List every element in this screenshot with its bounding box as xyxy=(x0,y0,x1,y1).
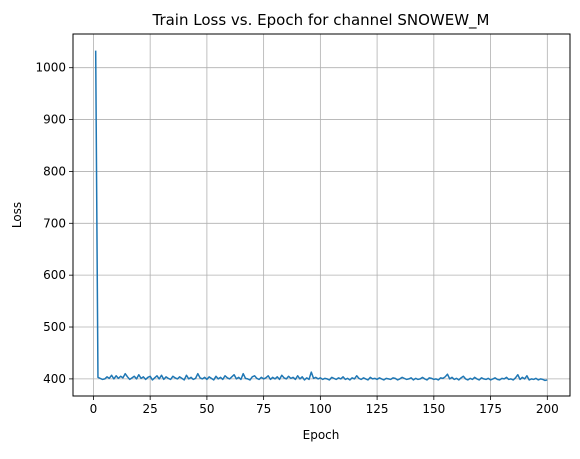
x-tick-label: 25 xyxy=(143,402,158,416)
x-tick-label: 75 xyxy=(256,402,271,416)
y-tick-label: 1000 xyxy=(35,61,66,75)
x-tick-label: 150 xyxy=(422,402,445,416)
plot-area xyxy=(73,34,570,396)
x-axis-ticks: 0 25 50 75 100 125 150 175 200 xyxy=(90,396,559,416)
x-tick-label: 175 xyxy=(479,402,502,416)
y-tick-label: 900 xyxy=(43,113,66,127)
x-tick-label: 0 xyxy=(90,402,98,416)
chart-title: Train Loss vs. Epoch for channel SNOWEW_… xyxy=(151,11,489,30)
y-tick-label: 800 xyxy=(43,164,66,178)
x-tick-label: 125 xyxy=(366,402,389,416)
y-tick-label: 600 xyxy=(43,268,66,282)
y-tick-label: 400 xyxy=(43,372,66,386)
loss-series-line xyxy=(94,50,548,382)
y-axis-label: Loss xyxy=(10,202,24,228)
y-tick-label: 500 xyxy=(43,320,66,334)
y-axis-ticks: 400 500 600 700 800 900 1000 xyxy=(35,61,73,386)
x-tick-label: 200 xyxy=(536,402,559,416)
x-tick-label: 50 xyxy=(199,402,214,416)
x-axis-label: Epoch xyxy=(303,428,340,442)
x-tick-label: 100 xyxy=(309,402,332,416)
series-layer xyxy=(94,50,548,382)
plot-frame xyxy=(72,33,571,397)
y-tick-label: 700 xyxy=(43,216,66,230)
